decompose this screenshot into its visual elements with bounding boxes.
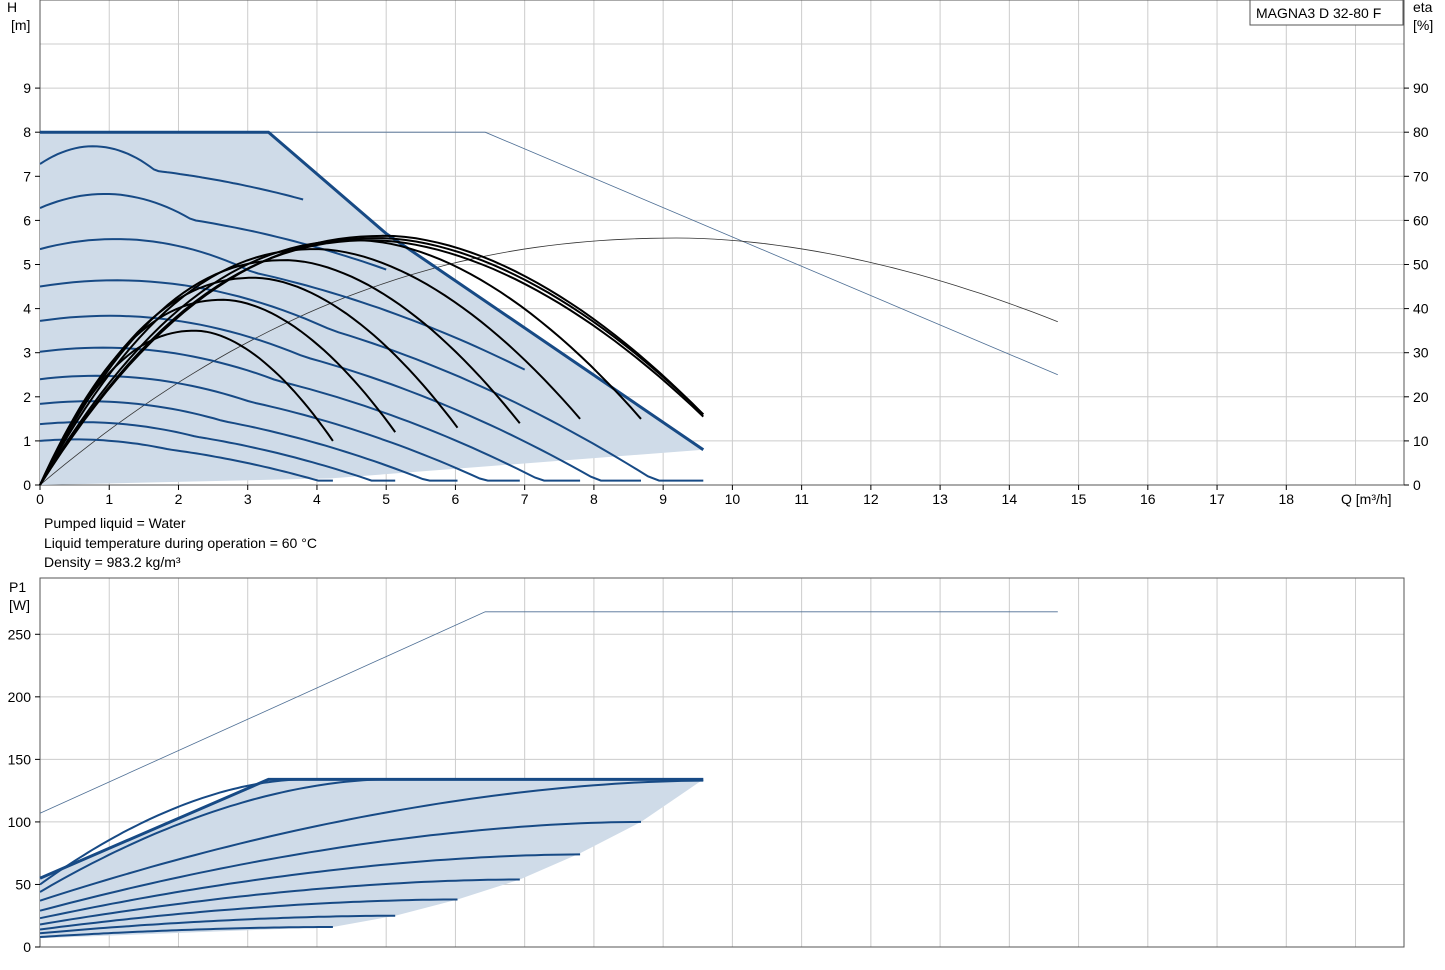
density-note: Density = 983.2 kg/m³ (44, 554, 181, 570)
y-axis-label-h: H (7, 0, 17, 15)
x-tick-label: 10 (725, 491, 741, 507)
efficiency-curve (39, 239, 704, 486)
speed-curve-h (39, 421, 396, 482)
y-tick-label: 1 (23, 433, 31, 449)
x-tick-label: 15 (1071, 491, 1087, 507)
pumped-liquid-text: Pumped liquid = Water (44, 515, 186, 531)
pumped-liquid-note: Pumped liquid = Water (44, 515, 186, 531)
power-speed-curve (39, 914, 396, 935)
speed-curve-h (39, 145, 304, 201)
y2-tick-label: 10 (1413, 433, 1429, 449)
max-head-curve (40, 130, 705, 451)
x-tick-label: 12 (863, 491, 879, 507)
operating-area (40, 779, 704, 939)
power-speed-curve (39, 878, 520, 926)
thin-power-curve (39, 611, 1058, 814)
power-speed-curve (39, 779, 704, 902)
power-speed-curve (39, 778, 387, 893)
speed-curve-h (39, 400, 458, 482)
y-axis-unit-h: [m] (11, 17, 30, 33)
power-speed-curve (39, 926, 333, 938)
y2-tick-label: 90 (1413, 80, 1429, 96)
x-tick-label: 0 (36, 491, 44, 507)
y-tick-label: 150 (8, 751, 32, 767)
thin-efficiency-curve (39, 237, 1058, 486)
y-tick-label: 0 (23, 477, 31, 493)
y-axis-label-p1: P1 (9, 579, 26, 595)
y2-tick-label: 70 (1413, 168, 1429, 184)
liquid-temperature-note: Liquid temperature during operation = 60… (44, 535, 317, 551)
y2-tick-label: 20 (1413, 389, 1429, 405)
efficiency-curve (39, 276, 459, 486)
y-tick-label: 5 (23, 257, 31, 273)
x-tick-label: 3 (244, 491, 252, 507)
x-tick-label: 16 (1140, 491, 1156, 507)
y-tick-label: 100 (8, 814, 32, 830)
y2-tick-label: 40 (1413, 301, 1429, 317)
y-tick-label: 0 (23, 939, 31, 955)
y2-axis-unit-eta: [%] (1413, 17, 1433, 33)
y-tick-label: 7 (23, 168, 31, 184)
x-tick-label: 8 (590, 491, 598, 507)
power-plot: 0 50 100 150 200 250 (8, 577, 1405, 955)
y2-tick-label: 30 (1413, 345, 1429, 361)
max-power-curve (39, 777, 704, 880)
efficiency-curve (39, 259, 521, 486)
y2-tick-label: 50 (1413, 257, 1429, 273)
model-label: MAGNA3 D 32-80 F (1256, 5, 1381, 21)
y2-tick-label: 0 (1413, 477, 1421, 493)
liquid-temperature-text: Liquid temperature during operation = 60… (44, 535, 317, 551)
y-tick-label: 50 (15, 876, 31, 892)
speed-curve-h (39, 238, 526, 371)
x-tick-label: 11 (794, 491, 809, 507)
y-tick-label: 4 (23, 301, 31, 317)
y-tick-label: 2 (23, 389, 31, 405)
y-tick-label: 3 (23, 345, 31, 361)
x-tick-label: 2 (175, 491, 183, 507)
speed-curve-h (39, 438, 333, 482)
power-speed-curve (39, 820, 642, 912)
y-tick-label: 9 (23, 80, 31, 96)
x-tick-label: 6 (452, 491, 460, 507)
y-tick-label: 8 (23, 124, 31, 140)
power-speed-curve (39, 853, 581, 920)
model-label-box (1249, 0, 1404, 26)
y2-axis-label-eta: eta (1413, 0, 1433, 15)
x-tick-label: 1 (105, 491, 113, 507)
y-axis-unit-p1: [W] (9, 597, 30, 613)
x-tick-label: 5 (382, 491, 390, 507)
speed-curve-h (39, 193, 387, 271)
y2-tick-label: 80 (1413, 124, 1429, 140)
x-tick-label: 14 (1002, 491, 1018, 507)
x-tick-label: 9 (659, 491, 667, 507)
x-tick-label: 4 (313, 491, 321, 507)
head-efficiency-plot: 0 1 2 3 4 5 6 7 8 9 10 11 12 13 14 15 16 17 18012345678901… (23, 0, 1429, 507)
x-tick-label: 7 (521, 491, 529, 507)
y-tick-label: 200 (8, 689, 32, 705)
x-tick-label: 17 (1209, 491, 1225, 507)
y2-tick-label: 60 (1413, 212, 1429, 228)
y-tick-label: 250 (8, 626, 32, 642)
plot-frame (39, 577, 1405, 948)
efficiency-curve (39, 248, 581, 486)
y-tick-label: 6 (23, 212, 31, 228)
x-tick-label: 13 (932, 491, 948, 507)
power-speed-curve (39, 898, 458, 931)
x-tick-label: 18 (1279, 491, 1295, 507)
speed-curve-h (39, 279, 704, 482)
density-text: Density = 983.2 kg/m³ (44, 554, 181, 570)
x-axis-label-q: Q [m³/h] (1341, 491, 1392, 507)
operating-area (40, 132, 704, 485)
